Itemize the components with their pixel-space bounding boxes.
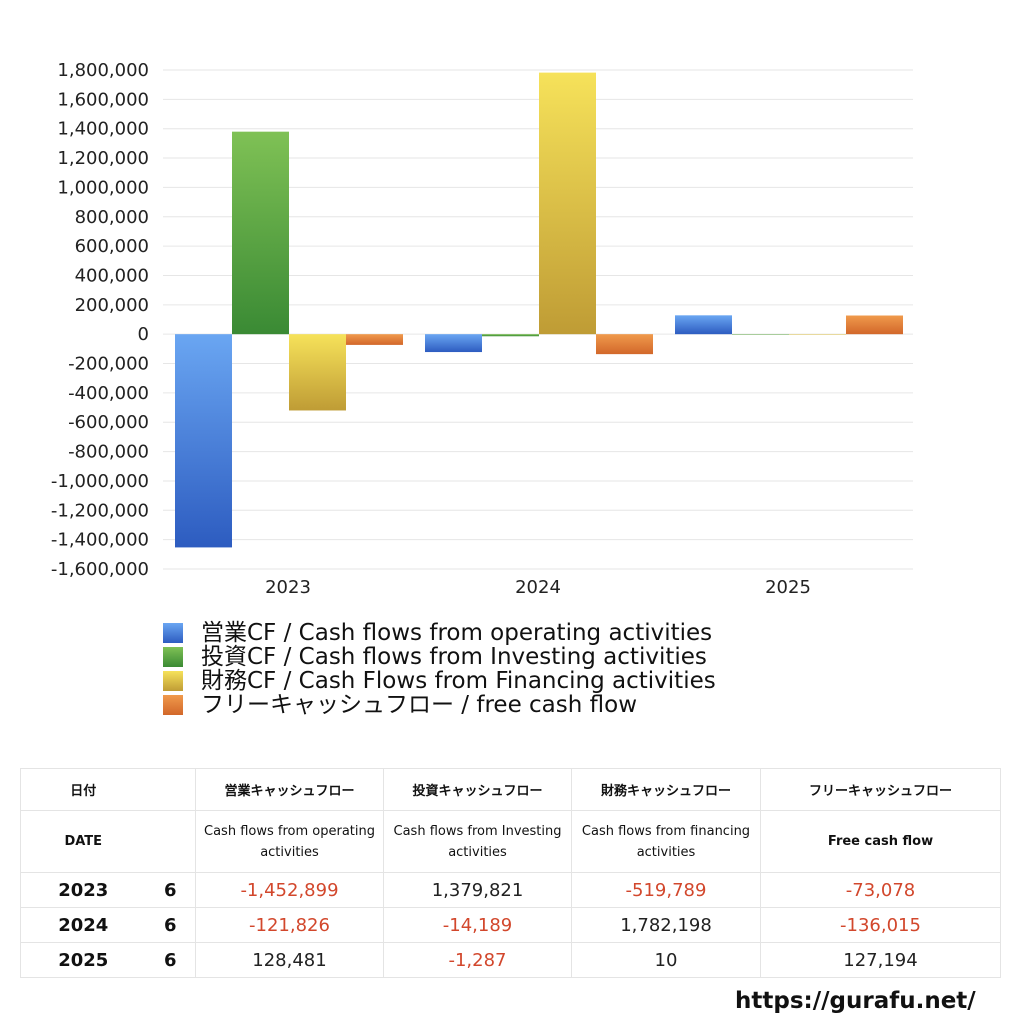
cash-flow-bar-chart: 1,800,000 1,600,000 1,400,000 1,200,000 1,00…	[51, 60, 913, 598]
site-url: https://gurafu.net/	[735, 988, 976, 1014]
header-investing-en: Cash flows from Investing activities	[383, 810, 572, 873]
cell-financing: 1,782,198	[571, 907, 761, 943]
legend-label-operating: 営業CF / Cash flows from operating activit…	[201, 620, 713, 646]
y-tick-label: 800,000	[75, 207, 149, 228]
cell-financing: 10	[571, 942, 761, 978]
bar-investing-2025	[732, 334, 789, 335]
y-tick-label: 1,800,000	[57, 60, 149, 81]
cell-investing: -14,189	[383, 907, 572, 943]
table-row: 2023 6 -1,452,899 1,379,821 -519,789 -73…	[20, 872, 1001, 908]
row-month: 6	[145, 907, 196, 943]
legend-swatch-investing	[163, 647, 183, 667]
y-tick-label: -1,400,000	[51, 530, 149, 551]
table-row: 2024 6 -121,826 -14,189 1,782,198 -136,0…	[20, 907, 1001, 943]
x-tick-label: 2024	[515, 577, 561, 598]
header-investing-ja: 投資キャッシュフロー	[383, 768, 572, 811]
header-financing-en: Cash flows from financing activities	[571, 810, 761, 873]
row-month: 6	[145, 872, 196, 908]
header-date-ja: 日付	[20, 768, 146, 811]
legend-item-investing: 投資CF / Cash flows from Investing activit…	[163, 645, 716, 669]
table-header-ja: 日付 営業キャッシュフロー 投資キャッシュフロー 財務キャッシュフロー フリーキ…	[20, 768, 1001, 811]
y-tick-label: 0	[138, 324, 149, 345]
y-tick-label: 600,000	[75, 236, 149, 257]
x-tick-label: 2023	[265, 577, 311, 598]
y-tick-label: 200,000	[75, 295, 149, 316]
bar-free-2023	[346, 334, 403, 345]
legend-item-operating: 営業CF / Cash flows from operating activit…	[163, 621, 716, 645]
bar-financing-2024	[539, 72, 596, 335]
bar-financing-2025	[789, 334, 846, 335]
cell-free: 127,194	[760, 942, 1001, 978]
y-tick-label: -1,000,000	[51, 471, 149, 492]
bar-operating-2025	[675, 315, 732, 335]
y-tick-label: 1,400,000	[57, 119, 149, 140]
row-month: 6	[145, 942, 196, 978]
row-year: 2025	[20, 942, 146, 978]
table-header-en: DATE Cash flows from operating activitie…	[20, 810, 1001, 873]
bar-free-2025	[846, 315, 903, 335]
legend-swatch-free	[163, 695, 183, 715]
legend-item-financing: 財務CF / Cash Flows from Financing activit…	[163, 669, 716, 693]
legend-item-free: フリーキャッシュフロー / free cash flow	[163, 693, 716, 717]
cell-financing: -519,789	[571, 872, 761, 908]
legend-label-investing: 投資CF / Cash flows from Investing activit…	[201, 644, 707, 670]
row-year: 2023	[20, 872, 146, 908]
y-tick-label: -600,000	[68, 412, 149, 433]
y-tick-label: -800,000	[68, 442, 149, 463]
cash-flow-table: 日付 営業キャッシュフロー 投資キャッシュフロー 財務キャッシュフロー フリーキ…	[20, 768, 1001, 978]
row-year: 2024	[20, 907, 146, 943]
y-tick-label: -200,000	[68, 354, 149, 375]
y-tick-label: 1,600,000	[57, 89, 149, 110]
cell-investing: -1,287	[383, 942, 572, 978]
header-free-en: Free cash flow	[760, 810, 1001, 873]
y-tick-label: 1,000,000	[57, 177, 149, 198]
header-free-ja: フリーキャッシュフロー	[760, 768, 1001, 811]
cell-operating: -1,452,899	[195, 872, 384, 908]
cell-investing: 1,379,821	[383, 872, 572, 908]
header-operating-ja: 営業キャッシュフロー	[195, 768, 384, 811]
table-row: 2025 6 128,481 -1,287 10 127,194	[20, 942, 1001, 978]
cell-operating: 128,481	[195, 942, 384, 978]
bar-operating-2023	[175, 334, 232, 548]
header-date-en: DATE	[20, 810, 146, 873]
header-operating-en: Cash flows from operating activities	[195, 810, 384, 873]
y-tick-label: -1,200,000	[51, 500, 149, 521]
cell-operating: -121,826	[195, 907, 384, 943]
y-tick-label: -400,000	[68, 383, 149, 404]
legend-label-free: フリーキャッシュフロー / free cash flow	[201, 692, 638, 718]
bar-financing-2023	[289, 334, 346, 411]
header-financing-ja: 財務キャッシュフロー	[571, 768, 761, 811]
legend-label-financing: 財務CF / Cash Flows from Financing activit…	[201, 668, 716, 694]
x-tick-label: 2025	[765, 577, 811, 598]
bar-investing-2023	[232, 131, 289, 335]
bar-investing-2024	[482, 334, 539, 337]
cell-free: -136,015	[760, 907, 1001, 943]
bar-operating-2024	[425, 334, 482, 353]
y-tick-label: 400,000	[75, 265, 149, 286]
chart-legend: 営業CF / Cash flows from operating activit…	[163, 621, 716, 717]
legend-swatch-financing	[163, 671, 183, 691]
y-tick-label: -1,600,000	[51, 559, 149, 580]
cell-free: -73,078	[760, 872, 1001, 908]
bar-free-2024	[596, 334, 653, 355]
legend-swatch-operating	[163, 623, 183, 643]
y-tick-label: 1,200,000	[57, 148, 149, 169]
